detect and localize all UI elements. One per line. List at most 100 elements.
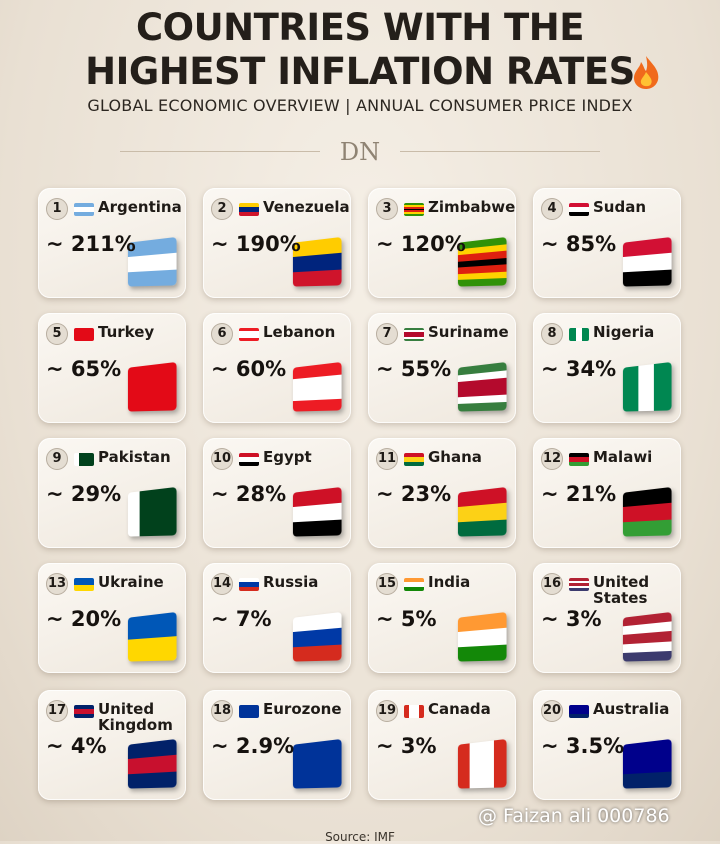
rank-badge: 5 — [46, 323, 68, 345]
country-name: Malawi — [593, 448, 653, 466]
flag-stripe — [569, 203, 589, 208]
flag-stripe — [127, 491, 140, 537]
flag-stripe — [239, 328, 259, 332]
country-card: 5 Turkey ~ 65% — [38, 313, 186, 423]
flag-stripe — [404, 586, 424, 591]
flag-stripe — [569, 580, 589, 584]
flag-stripe — [481, 740, 494, 788]
rank-badge: 20 — [541, 700, 563, 722]
country-card: 8 Nigeria ~ 34% — [533, 313, 681, 423]
rank-badge: 10 — [211, 448, 233, 470]
flag-icon — [569, 453, 589, 466]
rank-badge: 16 — [541, 573, 563, 595]
flag-stripe — [163, 486, 177, 536]
rank-badge: 1 — [46, 198, 68, 220]
country-name: Lebanon — [263, 323, 336, 341]
country-name: Eurozone — [263, 700, 342, 718]
flag-image — [622, 738, 672, 789]
logo-row: DN — [120, 138, 600, 166]
flag-stripe — [239, 334, 259, 338]
rank-badge: 17 — [46, 700, 68, 722]
inflation-value: ~ 2.9% — [211, 734, 295, 758]
country-name: United States — [593, 573, 650, 607]
flag-stripe — [239, 586, 259, 591]
rank-badge: 4 — [541, 198, 563, 220]
flag-image — [292, 486, 342, 537]
flag-stripe — [79, 453, 84, 466]
flag-icon — [239, 328, 259, 341]
country-card: 17 United Kingdom ~ 4% — [38, 690, 186, 800]
flag-stripe — [457, 644, 507, 662]
country-card: 6 Lebanon ~ 60% — [203, 313, 351, 423]
flag-stripe — [74, 705, 94, 710]
country-name: Suriname — [428, 323, 509, 341]
country-name: Venezuela — [263, 198, 350, 216]
flag-stripe — [569, 709, 589, 714]
country-name: Nigeria — [593, 323, 655, 341]
inflation-value: ~ 21% — [541, 482, 617, 506]
rank-badge: 8 — [541, 323, 563, 345]
title-line: COUNTRIES WITH THE — [135, 6, 585, 49]
flag-image — [457, 486, 507, 537]
flag-image — [457, 738, 507, 789]
fire-icon — [634, 56, 659, 89]
rank-badge: 14 — [211, 573, 233, 595]
country-name: Ukraine — [98, 573, 164, 591]
flag-stripe — [404, 206, 424, 209]
flag-stripe — [622, 269, 672, 287]
flag-stripe — [127, 269, 177, 287]
inflation-value: ~ 3.5% — [541, 734, 625, 758]
flag-stripe — [74, 328, 94, 335]
flag-stripe — [74, 203, 94, 208]
flag-stripe — [457, 519, 507, 537]
country-card: 11 Ghana ~ 23% — [368, 438, 516, 548]
country-card: 13 Ukraine ~ 20% — [38, 563, 186, 673]
flag-stripe — [404, 457, 424, 462]
flag-stripe — [404, 334, 424, 337]
inflation-value: ~ 23% — [376, 482, 452, 506]
flag-stripe — [74, 334, 94, 341]
flag-stripe — [622, 519, 672, 537]
country-card: 20 Australia ~ 3.5% — [533, 690, 681, 800]
inflation-value: ~ 20% — [46, 607, 122, 631]
flag-image — [622, 236, 672, 287]
flag-stripe — [404, 328, 424, 331]
flag-icon — [404, 328, 424, 341]
flag-stripe — [569, 583, 589, 586]
flag-stripe — [127, 361, 177, 390]
country-name: Canada — [428, 700, 491, 718]
flag-stripe — [404, 461, 424, 466]
flag-stripe — [74, 211, 94, 216]
inflation-value: ~ 60% — [211, 357, 287, 381]
flag-stripe — [404, 203, 424, 205]
country-name: Sudan — [593, 198, 647, 216]
flag-stripe — [74, 584, 94, 591]
flag-stripe — [292, 644, 342, 662]
inflation-value: ~ 4% — [46, 734, 107, 758]
country-name: United Kingdom — [98, 700, 173, 734]
flag-stripe — [569, 453, 589, 458]
rank-badge: 15 — [376, 573, 398, 595]
flag-stripe — [239, 211, 259, 216]
flag-image — [292, 361, 342, 412]
inflation-value: ~ 7% — [211, 607, 272, 631]
country-card: 9 Pakistan ~ 29% — [38, 438, 186, 548]
flag-stripe — [622, 771, 672, 789]
logo: DN — [339, 138, 381, 166]
flag-stripe — [457, 402, 507, 412]
country-card: 12 Malawi ~ 21% — [533, 438, 681, 548]
inflation-value: ~ 211% — [46, 232, 136, 256]
flag-stripe — [457, 743, 470, 789]
inflation-value: ~ 55% — [376, 357, 452, 381]
flag-icon — [239, 705, 259, 718]
flag-stripe — [239, 203, 259, 208]
flag-stripe — [239, 331, 259, 335]
flag-stripe — [292, 738, 342, 767]
flag-stripe — [569, 457, 589, 462]
divider — [400, 151, 600, 152]
flag-image — [127, 486, 177, 537]
country-card: 1 Argentina ~ 211% — [38, 188, 186, 298]
flag-stripe — [239, 457, 259, 462]
flag-stripe — [569, 705, 589, 710]
